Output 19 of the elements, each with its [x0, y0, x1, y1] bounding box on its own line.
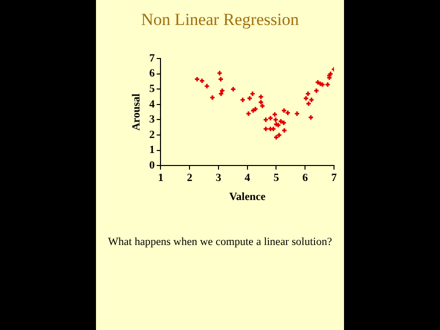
y-tick-label: 0 [149, 159, 156, 172]
text: What happens when we compute a linear solution? [107, 236, 333, 248]
y-tick-label: 4 [149, 98, 156, 110]
x-tick-label: 6 [302, 172, 308, 184]
x-tick-label: 3 [216, 172, 222, 184]
y-tick-label: 1 [149, 144, 155, 156]
x-axis-title: Valence [229, 191, 266, 204]
y-tick-label: 3 [149, 114, 156, 126]
y-tick-label: 2 [149, 128, 156, 141]
x-tick-label: 5 [273, 172, 280, 184]
x-tick-label: 1 [158, 172, 164, 184]
x-tick-label: 4 [244, 172, 251, 184]
y-tick-label: 5 [149, 83, 156, 96]
y-axis-title: Arousal [130, 94, 142, 131]
y-tick-label: 7 [149, 52, 156, 64]
x-tick-label: 7 [331, 172, 338, 184]
x-tick-label: 2 [186, 172, 193, 184]
chart-title: Non Linear Regression [140, 10, 300, 30]
y-tick-label: 6 [149, 68, 156, 80]
